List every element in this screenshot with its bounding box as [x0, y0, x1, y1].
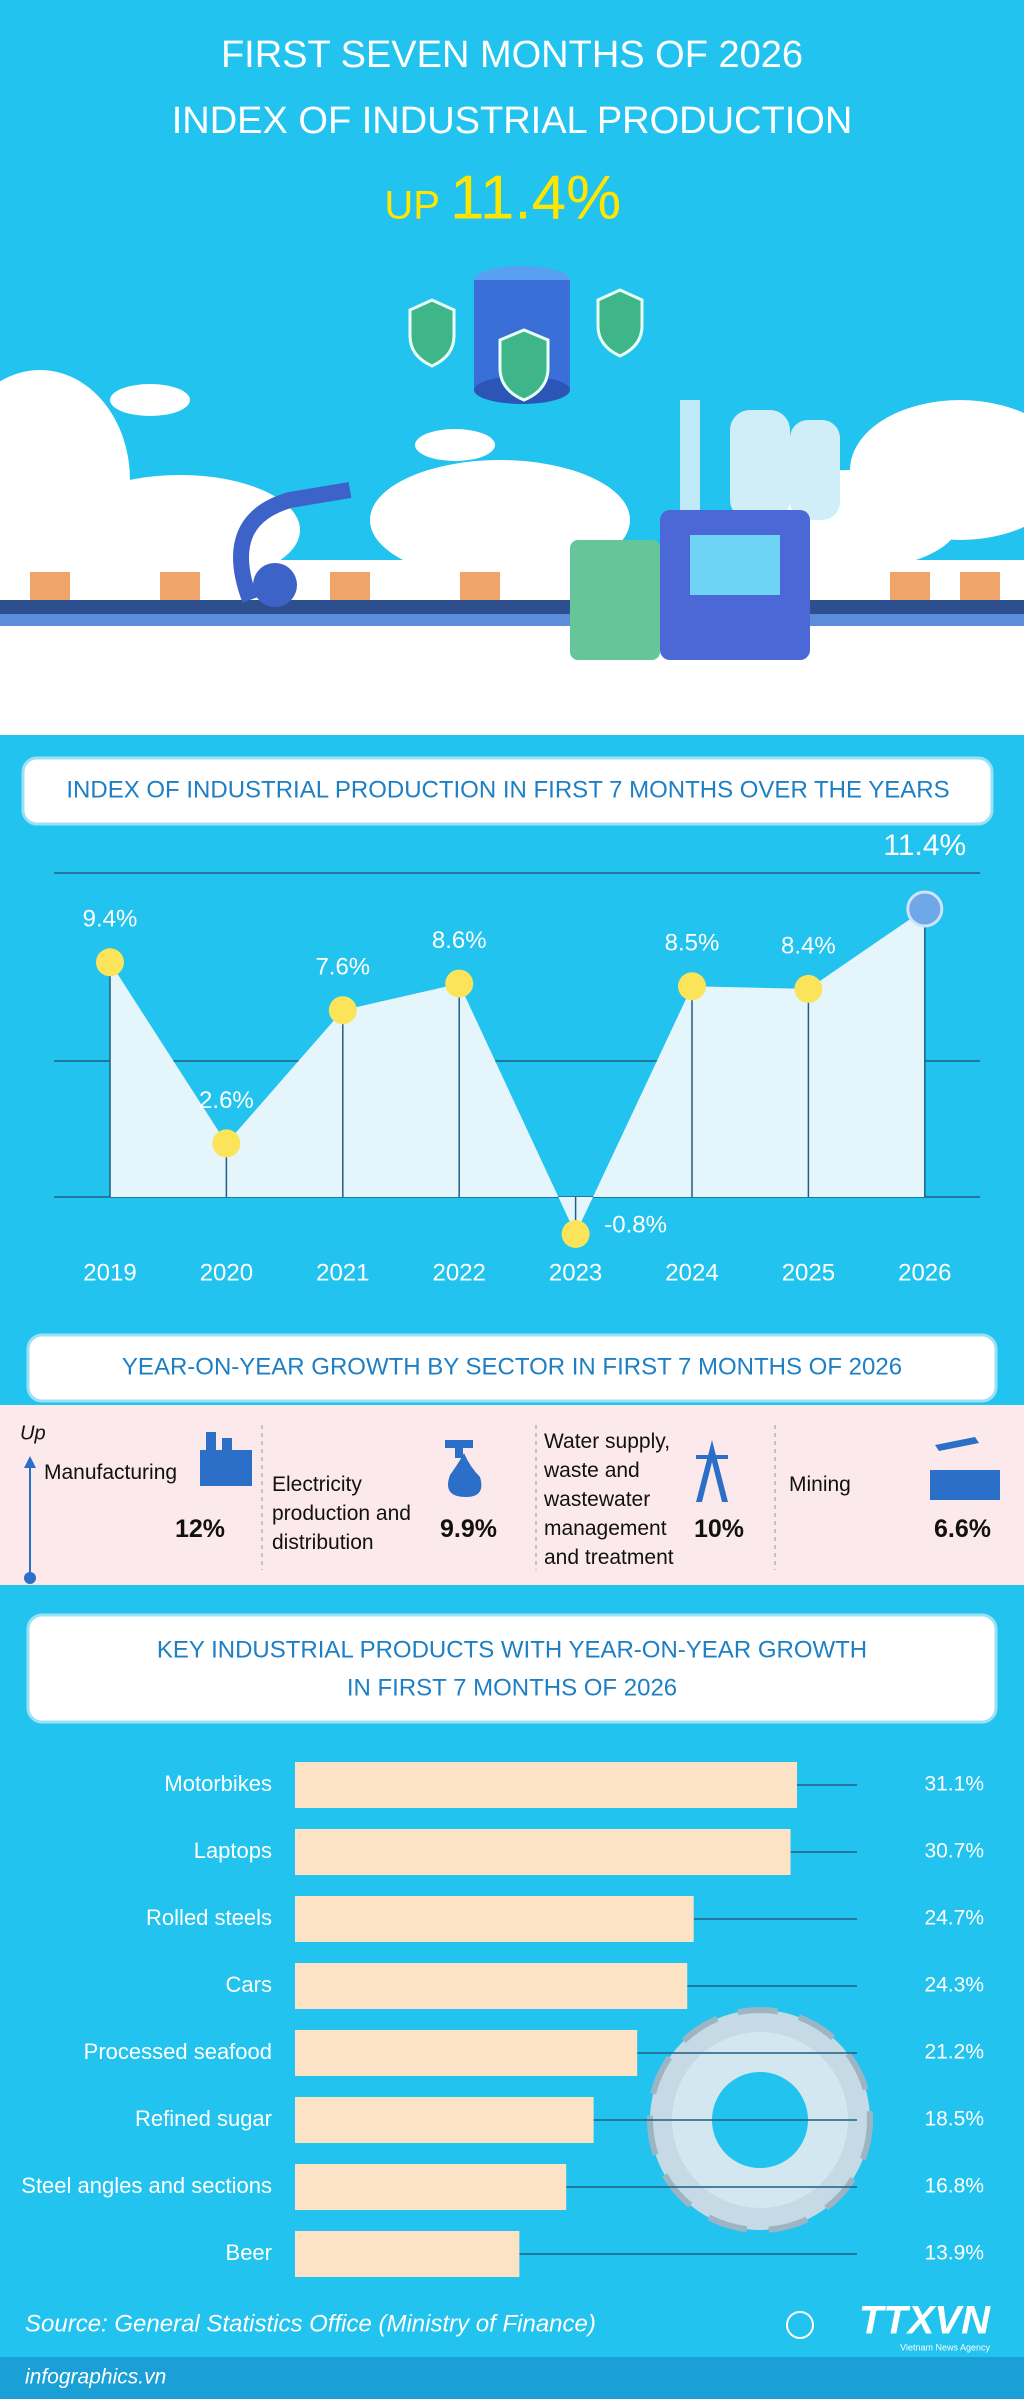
- section-title: INDEX OF INDUSTRIAL PRODUCTION IN FIRST …: [66, 776, 949, 803]
- category-label: Steel angles and sections: [21, 2173, 272, 2198]
- point: [328, 996, 357, 1025]
- category-label: Laptops: [194, 1838, 272, 1863]
- title-line: INDEX OF INDUSTRIAL PRODUCTION: [172, 100, 853, 142]
- value-label: 9.4%: [83, 906, 138, 933]
- value-label: 8.5%: [665, 930, 720, 957]
- bar: [295, 2030, 638, 2076]
- source: Source: General Statistics Office (Minis…: [25, 2310, 596, 2337]
- site: infographics.vn: [25, 2366, 166, 2389]
- area: [110, 909, 925, 1234]
- section-title: IN FIRST 7 MONTHS OF 2026: [347, 1674, 677, 1701]
- x-tick-label: 2019: [83, 1259, 136, 1286]
- value-label: 24.7%: [924, 1907, 984, 1930]
- sector-icons: [200, 1432, 1000, 1502]
- category-label: Refined sugar: [135, 2106, 272, 2131]
- value-label: 13.9%: [924, 2242, 984, 2265]
- sector-name: Electricity production and distribution: [272, 1473, 411, 1554]
- bar: [295, 1829, 791, 1875]
- bar: [295, 2231, 520, 2277]
- bar: [295, 2097, 594, 2143]
- category-label: Rolled steels: [146, 1905, 272, 1930]
- agency: Vietnam News Agency: [900, 2342, 990, 2352]
- x-tick-label: 2022: [433, 1259, 486, 1286]
- logo: TTXVN: [859, 2299, 991, 2343]
- direction-label: Up: [20, 1422, 46, 1444]
- category-label: Beer: [226, 2240, 272, 2265]
- point: [561, 1220, 590, 1248]
- sector-value: 6.6%: [934, 1515, 991, 1543]
- value-label: 7.6%: [315, 954, 370, 981]
- x-tick-label: 2023: [549, 1259, 602, 1286]
- x-tick-label: 2025: [782, 1259, 835, 1286]
- sector-value: 12%: [175, 1515, 226, 1543]
- point: [212, 1129, 241, 1158]
- headline-value: 11.4%: [450, 163, 621, 232]
- value-label: 24.3%: [924, 1974, 984, 1997]
- bar: [295, 2164, 567, 2210]
- x-tick-label: 2020: [200, 1259, 253, 1286]
- sector-name: Mining: [789, 1473, 851, 1496]
- value-label: 8.6%: [432, 927, 487, 954]
- value-label: 18.5%: [924, 2108, 984, 2131]
- sector-value: 10%: [694, 1515, 745, 1543]
- value-label: 21.2%: [924, 2041, 984, 2064]
- value-label: 2.6%: [199, 1087, 254, 1114]
- value-label: 31.1%: [924, 1773, 984, 1796]
- sector-name: Water supply, waste and wastewater manag…: [544, 1430, 674, 1569]
- category-label: Motorbikes: [164, 1771, 272, 1796]
- point: [678, 972, 706, 1001]
- title-line: FIRST SEVEN MONTHS OF 2026: [221, 34, 803, 76]
- point: [96, 948, 124, 977]
- category-label: Cars: [226, 1972, 272, 1997]
- bar: [295, 1896, 694, 1942]
- value-label: 11.4%: [883, 829, 966, 862]
- sector-name: Manufacturing: [44, 1461, 178, 1484]
- value-label: 30.7%: [924, 1840, 984, 1863]
- x-tick-label: 2026: [898, 1259, 951, 1286]
- bar: [295, 1963, 688, 2009]
- x-tick-label: 2021: [316, 1259, 369, 1286]
- value-label: -0.8%: [604, 1211, 667, 1238]
- point: [794, 974, 823, 1003]
- illustration: [0, 266, 1024, 735]
- point: [445, 969, 474, 998]
- sector-value: 9.9%: [440, 1515, 497, 1543]
- point: [906, 890, 944, 928]
- x-tick-label: 2024: [665, 1259, 718, 1286]
- headline-prefix: UP: [384, 184, 440, 228]
- section-title: KEY INDUSTRIAL PRODUCTS WITH YEAR-ON-YEA…: [157, 1636, 867, 1663]
- category-label: Processed seafood: [84, 2039, 272, 2064]
- value-label: 16.8%: [924, 2175, 984, 2198]
- bar: [295, 1762, 797, 1808]
- value-label: 8.4%: [781, 932, 836, 959]
- section-title: YEAR-ON-YEAR GROWTH BY SECTOR IN FIRST 7…: [122, 1353, 902, 1380]
